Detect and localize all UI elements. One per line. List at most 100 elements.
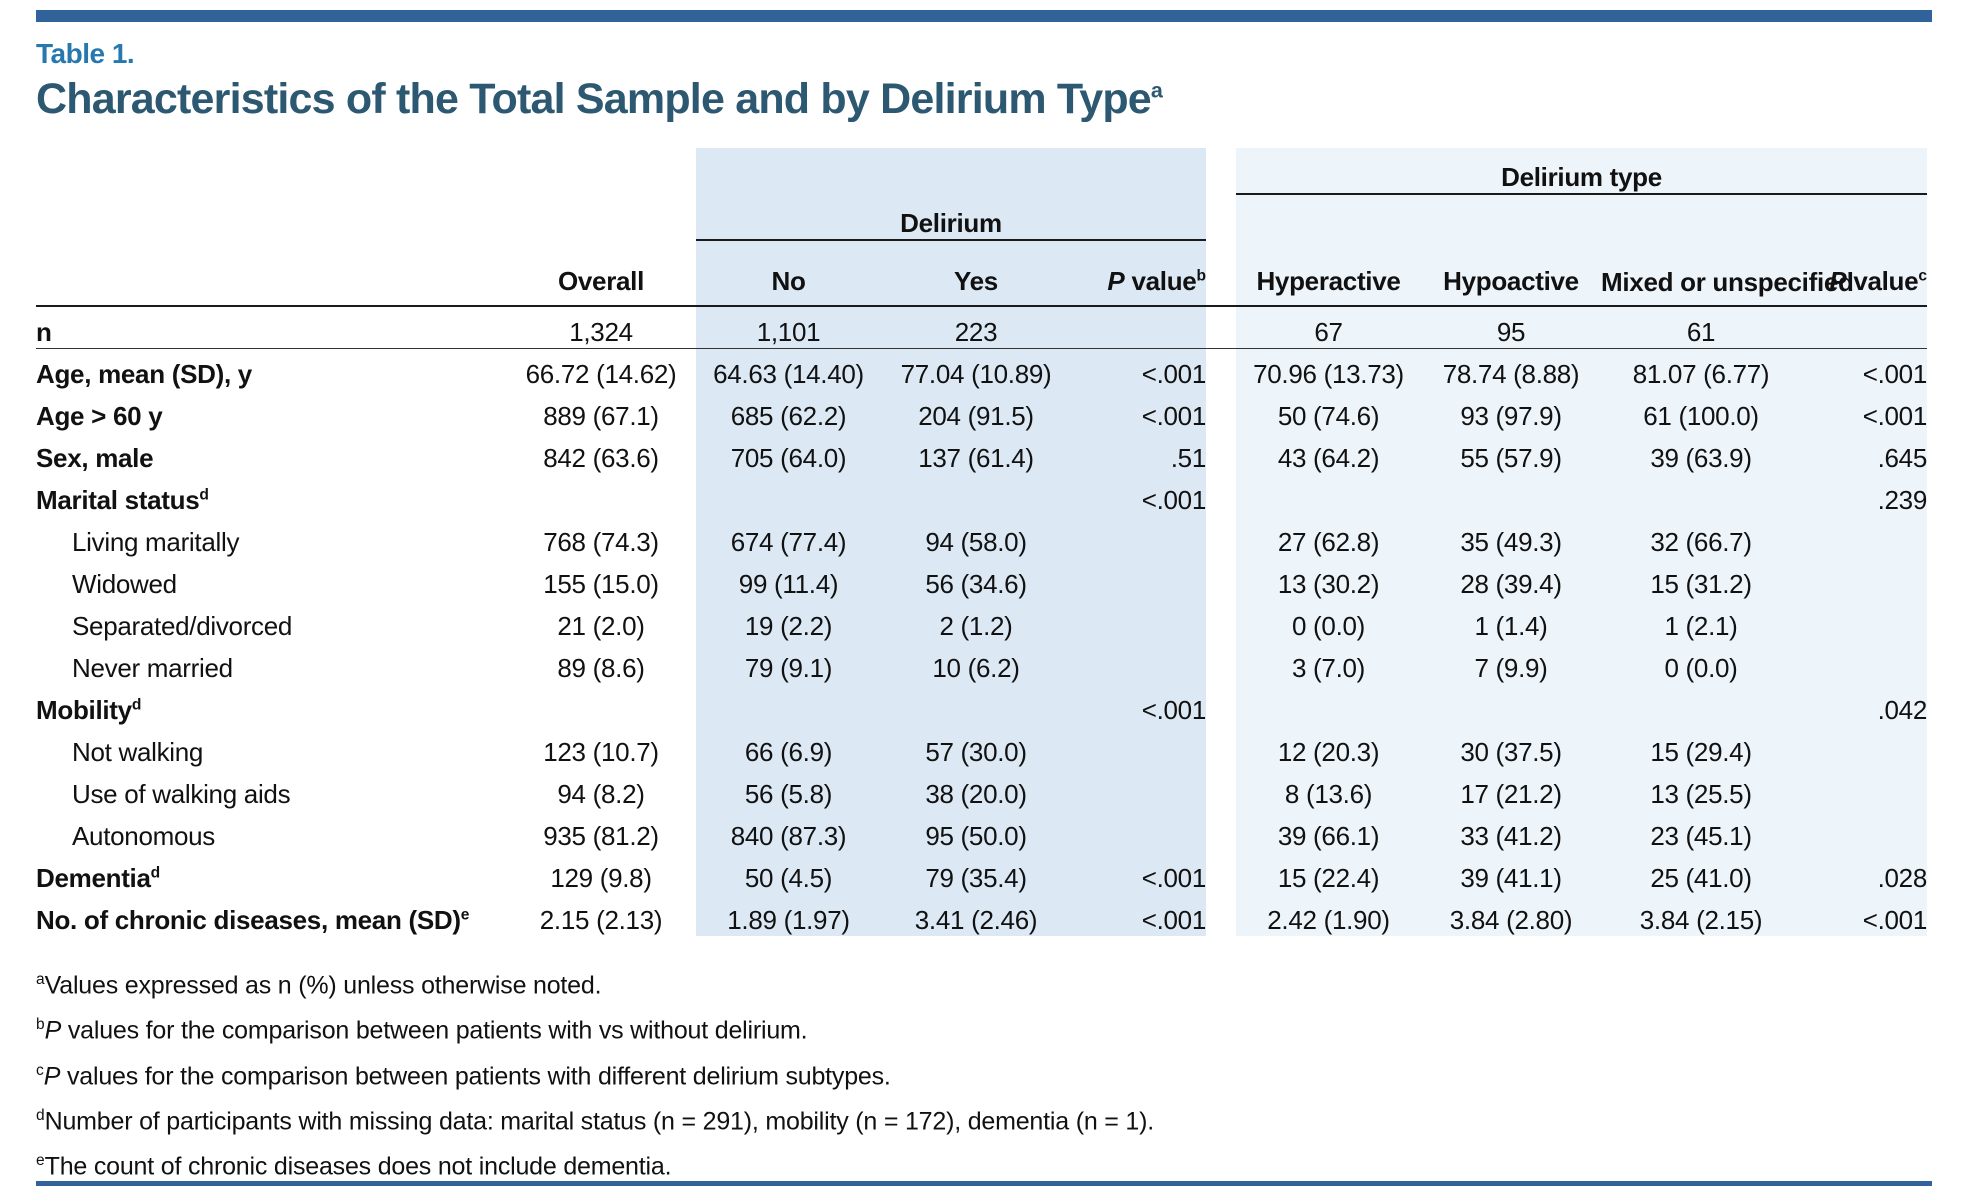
footnote-a: aValues expressed as n (%) unless otherw… [36, 960, 1932, 1005]
cell-mixed [1601, 684, 1801, 726]
footnote-text: The count of chronic diseases does not i… [44, 1152, 672, 1181]
column-gap [1206, 726, 1236, 768]
cell-p-value-delirium: <.001 [1071, 684, 1206, 726]
col-header-no: No [696, 240, 881, 307]
row-label: Dementiad [36, 863, 161, 893]
row-label: Autonomous [72, 821, 215, 851]
footnote-b: bP values for the comparison between pat… [36, 1016, 808, 1045]
cell-p-value-delirium [1071, 726, 1206, 768]
row-chronic-diseases: No. of chronic diseases, mean (SD)e 2.15… [36, 894, 1927, 936]
page: Table 1. Characteristics of the Total Sa… [0, 10, 1968, 1187]
cell-mixed: 1 (2.1) [1601, 600, 1801, 642]
cell-no: 64.63 (14.40) [696, 348, 881, 390]
cell-p-value-delirium [1071, 810, 1206, 852]
cell-hyperactive: 70.96 (13.73) [1236, 348, 1421, 390]
cell-p-value-subtype [1801, 516, 1927, 558]
delirium-type-group-header: Delirium type [1236, 148, 1927, 195]
cell-overall: 1,324 [506, 306, 696, 349]
cell-yes: 77.04 (10.89) [881, 348, 1071, 390]
cell-yes: 94 (58.0) [881, 516, 1071, 558]
cell-no: 66 (6.9) [696, 726, 881, 768]
row-label: Separated/divorced [72, 611, 293, 641]
row-n: n 1,324 1,101 223 67 95 61 [36, 306, 1927, 349]
row-autonomous: Autonomous 935 (81.2) 840 (87.3) 95 (50.… [36, 810, 1927, 852]
cell-yes: 95 (50.0) [881, 810, 1071, 852]
col-header-hyperactive: Hyperactive [1236, 240, 1421, 307]
row-label-header [36, 240, 506, 307]
row-label: Living maritally [72, 527, 240, 557]
cell-mixed: 81.07 (6.77) [1601, 348, 1801, 390]
cell-p-value-subtype: <.001 [1801, 894, 1927, 936]
cell-p-value-subtype [1801, 558, 1927, 600]
p-superscript-b: b [1196, 267, 1206, 285]
cell-hypoactive: 3.84 (2.80) [1421, 894, 1601, 936]
row-label: Sex, male [36, 443, 154, 473]
p-word: value [1853, 266, 1919, 296]
p-superscript-c: c [1918, 267, 1927, 285]
column-gap [1206, 810, 1236, 852]
column-gap [1206, 306, 1236, 349]
column-gap [1206, 432, 1236, 474]
cell-p-value-delirium [1071, 600, 1206, 642]
cell-mixed: 61 (100.0) [1601, 390, 1801, 432]
footnote-superscript: c [36, 1061, 44, 1079]
footnote-text: values for the comparison between patien… [61, 1016, 808, 1045]
cell-no [696, 474, 881, 516]
cell-overall: 94 (8.2) [557, 779, 645, 809]
cell-hypoactive [1421, 474, 1601, 516]
cell-overall: 21 (2.0) [557, 611, 645, 641]
col-header-hypoactive: Hypoactive [1421, 240, 1601, 307]
cell-no: 705 (64.0) [696, 432, 881, 474]
column-gap [1206, 194, 1236, 240]
cell-hyperactive: 50 (74.6) [1236, 390, 1421, 432]
cell-p-value-delirium: <.001 [1071, 390, 1206, 432]
column-gap [1206, 642, 1236, 684]
cell-hyperactive: 12 (20.3) [1236, 726, 1421, 768]
cell-hyperactive: 8 (13.6) [1236, 768, 1421, 810]
row-marital-status: Marital statusd <.001 .239 [36, 474, 1927, 516]
row-label: Not walking [72, 737, 204, 767]
cell-yes: 57 (30.0) [881, 726, 1071, 768]
cell-p-value-delirium: <.001 [1071, 852, 1206, 894]
cell-yes: 56 (34.6) [881, 558, 1071, 600]
cell-no: 50 (4.5) [696, 852, 881, 894]
cell-hyperactive: 13 (30.2) [1236, 558, 1421, 600]
footnotes: aValues expressed as n (%) unless otherw… [36, 960, 1932, 1187]
cell-hyperactive: 2.42 (1.90) [1236, 894, 1421, 936]
row-mobility: Mobilityd <.001 .042 [36, 684, 1927, 726]
band-spacer [1236, 194, 1927, 240]
cell-p-value-delirium [1071, 306, 1206, 349]
delirium-group-header: Delirium [696, 194, 1206, 241]
row-widowed: Widowed 155 (15.0) 99 (11.4) 56 (34.6) 1… [36, 558, 1927, 600]
cell-hyperactive: 3 (7.0) [1236, 642, 1421, 684]
column-gap [1206, 558, 1236, 600]
cell-mixed: 25 (41.0) [1601, 852, 1801, 894]
cell-overall: 935 (81.2) [543, 821, 659, 851]
cell-p-value-delirium [1071, 516, 1206, 558]
cell-yes: 204 (91.5) [881, 390, 1071, 432]
cell-p-value-delirium: <.001 [1071, 474, 1206, 516]
row-label: Marital statusd [36, 485, 209, 515]
cell-p-value-subtype [1801, 726, 1927, 768]
cell-overall: 129 (9.8) [550, 863, 652, 893]
col-header-yes: Yes [881, 240, 1071, 307]
cell-p-value-delirium [1071, 768, 1206, 810]
band-spacer [36, 194, 696, 240]
cell-hypoactive: 7 (9.9) [1421, 642, 1601, 684]
band-spacer [36, 148, 696, 194]
column-gap [1206, 600, 1236, 642]
cell-no: 1.89 (1.97) [696, 894, 881, 936]
cell-hypoactive: 35 (49.3) [1421, 516, 1601, 558]
row-label: Never married [72, 653, 233, 683]
footnote-text: values for the comparison between patien… [60, 1061, 891, 1090]
row-not-walking: Not walking 123 (10.7) 66 (6.9) 57 (30.0… [36, 726, 1927, 768]
footnote-d: dNumber of participants with missing dat… [36, 1096, 1932, 1141]
cell-p-value-delirium: <.001 [1071, 894, 1206, 936]
cell-mixed: 32 (66.7) [1601, 516, 1801, 558]
cell-hyperactive: 43 (64.2) [1236, 432, 1421, 474]
page-title: Characteristics of the Total Sample and … [36, 75, 1932, 124]
footnote-superscript: b [36, 1016, 45, 1034]
cell-hyperactive: 67 [1236, 306, 1421, 349]
